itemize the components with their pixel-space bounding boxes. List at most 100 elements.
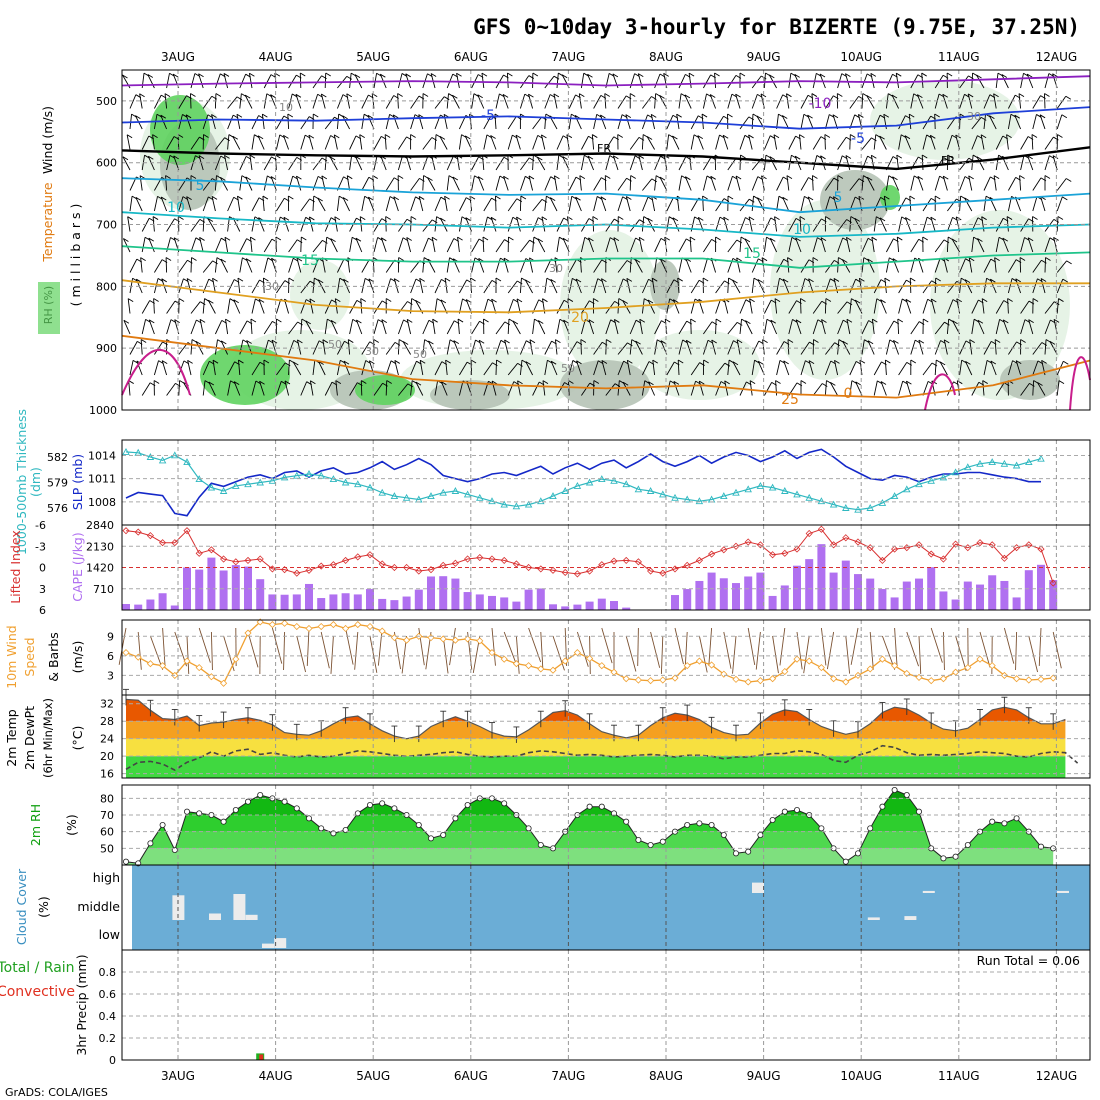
wind-barb bbox=[871, 319, 875, 335]
thickness-line bbox=[125, 451, 1042, 511]
wind-barb bbox=[202, 298, 205, 314]
wind-speed-point bbox=[952, 668, 960, 676]
wind-barb-flag bbox=[211, 114, 217, 118]
wind-barb bbox=[324, 72, 327, 89]
wind-barb-flag bbox=[296, 257, 303, 262]
wind-barb bbox=[202, 114, 209, 130]
wind-barb-flag bbox=[566, 134, 573, 139]
cape-bar bbox=[841, 560, 850, 610]
wind-barb-flag bbox=[199, 237, 205, 241]
contour-label: 30 bbox=[265, 280, 279, 293]
wind-barb bbox=[214, 73, 221, 89]
wind-barb bbox=[647, 299, 656, 314]
wind-barb bbox=[186, 196, 192, 212]
wind-barb bbox=[549, 197, 558, 212]
wind-speed-point bbox=[281, 619, 289, 627]
wind-barb-flag bbox=[402, 341, 409, 345]
wind-barb bbox=[715, 381, 722, 396]
wind-barb bbox=[678, 74, 686, 89]
rh-band bbox=[126, 798, 1054, 815]
wind-speed-point bbox=[439, 635, 447, 643]
wind-barb bbox=[946, 135, 953, 150]
wind-barb-flag bbox=[554, 175, 560, 180]
isotherm-30 bbox=[121, 348, 1091, 411]
wind-barb bbox=[239, 74, 247, 89]
wind-barb bbox=[141, 319, 147, 335]
wind-barb-flag bbox=[757, 197, 763, 202]
temp-frame bbox=[121, 694, 1091, 779]
wind-barb-flag bbox=[418, 114, 424, 118]
wind-barb-flag bbox=[635, 340, 641, 345]
wind-barb bbox=[849, 216, 852, 232]
wind-barb bbox=[544, 340, 553, 355]
wind-barb bbox=[776, 278, 780, 294]
rh-point bbox=[427, 835, 434, 842]
wind-barb bbox=[300, 135, 306, 150]
wind-barb bbox=[788, 319, 793, 335]
wind-barb bbox=[715, 362, 726, 376]
wind-barb-flag bbox=[186, 278, 193, 282]
wind-barb-10m bbox=[345, 627, 354, 665]
wind-barb-10m bbox=[660, 635, 664, 674]
y-tick-label: 500 bbox=[96, 95, 117, 108]
wind-barb-flag bbox=[386, 380, 392, 384]
wind-barb bbox=[173, 155, 180, 171]
wind-barb bbox=[588, 237, 595, 253]
wind-barb-flag bbox=[478, 339, 485, 344]
wind-barb bbox=[223, 73, 229, 89]
y-tick-label: 1000 bbox=[89, 404, 117, 417]
wind-barb-flag bbox=[982, 380, 988, 384]
wind-barb bbox=[152, 134, 155, 150]
wind-barb-flag bbox=[871, 154, 877, 159]
wind-barb bbox=[477, 94, 485, 109]
cape-bar bbox=[829, 572, 838, 610]
wind-barb bbox=[977, 320, 985, 335]
li-tick-label: 3 bbox=[39, 583, 46, 596]
temp-line bbox=[125, 698, 1066, 740]
wind-barb-flag bbox=[295, 93, 302, 98]
wind-barb bbox=[483, 134, 488, 150]
wind-barb bbox=[202, 196, 209, 212]
wind-barb-flag bbox=[1007, 298, 1013, 302]
wind-barb-flag bbox=[884, 277, 891, 282]
wind-barb bbox=[666, 134, 670, 150]
wind-barb bbox=[127, 216, 131, 232]
thickness-point bbox=[341, 478, 350, 486]
wind-barb bbox=[666, 361, 675, 376]
rh-tick-label: 60 bbox=[100, 826, 114, 839]
wind-barb bbox=[165, 257, 168, 273]
wind-barb bbox=[276, 362, 286, 376]
wind-barb bbox=[993, 175, 997, 191]
wind-barb-flag bbox=[262, 113, 268, 118]
wind-barb-flag bbox=[415, 381, 422, 386]
wind-barb-flag bbox=[1019, 257, 1026, 261]
wind-barb-flag bbox=[593, 298, 599, 302]
wind-barb-10m bbox=[779, 627, 786, 666]
wind-speed-point bbox=[842, 678, 850, 686]
wind-speed-point bbox=[159, 662, 167, 670]
wind-barb bbox=[300, 198, 310, 212]
wind-barb-flag bbox=[153, 380, 160, 384]
wind-barb bbox=[519, 340, 527, 355]
wind-barb bbox=[554, 339, 558, 355]
isotherm-FR bbox=[121, 146, 1091, 171]
contour-label: -10 bbox=[809, 96, 832, 112]
wind-barb bbox=[776, 94, 784, 109]
wind-barb bbox=[905, 381, 912, 396]
wind-barb bbox=[422, 339, 426, 355]
wind-barb-flag bbox=[246, 340, 252, 344]
cape-bar bbox=[902, 581, 911, 610]
wind-barb bbox=[769, 156, 778, 171]
precip-convective-label: Convective bbox=[0, 984, 75, 1000]
wind-barb-flag bbox=[698, 217, 704, 221]
wind-barb bbox=[988, 115, 997, 130]
wind-barb-flag bbox=[178, 298, 185, 302]
wind-barb bbox=[934, 239, 945, 253]
wind-barb-flag bbox=[630, 175, 636, 179]
wind-barb bbox=[439, 136, 448, 150]
wind-barb bbox=[861, 93, 864, 109]
wind-barb bbox=[381, 319, 387, 335]
wind-speed-point bbox=[878, 655, 886, 663]
wind-barb bbox=[166, 155, 171, 171]
wind-barb bbox=[1007, 94, 1016, 109]
